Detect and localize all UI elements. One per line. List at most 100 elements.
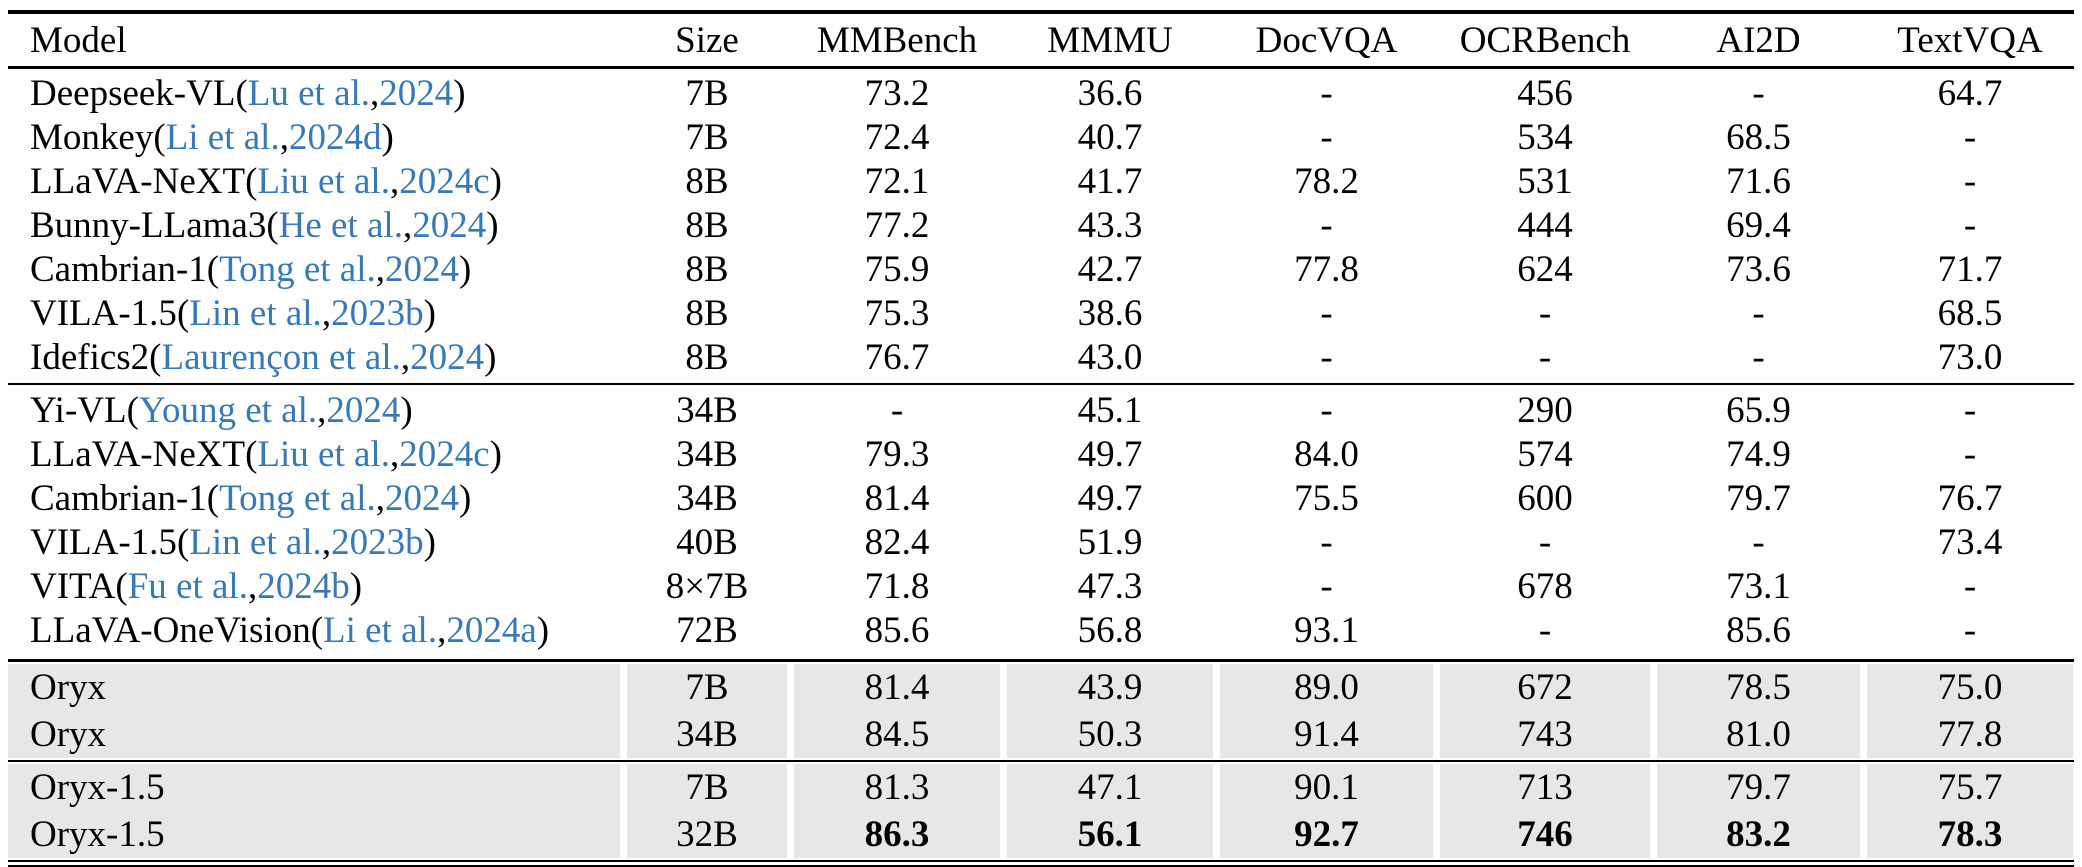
value-cell: 290 (1517, 389, 1573, 431)
value-cell: 531 (1517, 161, 1573, 202)
value-cell: 75.7 (1867, 764, 2073, 811)
value-cell: 73.1 (1726, 565, 1791, 607)
citation-year-link[interactable]: 2024c (399, 161, 490, 202)
model-name: LLaVA-NeXT (30, 161, 246, 202)
value-cell: - (1538, 293, 1552, 334)
citation-year-link[interactable]: 2024 (326, 389, 401, 431)
model-name: Idefics2 (30, 337, 150, 378)
value-cell: 77.8 (1294, 249, 1359, 290)
value-cell: 82.4 (864, 521, 930, 563)
citation-close-paren: ) (536, 609, 550, 651)
value-cell: 73.2 (864, 73, 930, 114)
value-cell: 43.9 (1007, 663, 1213, 711)
model-cell: VILA-1.5 (Lin et al., 2023b) (8, 520, 620, 564)
value-cell: - (1538, 337, 1552, 378)
value-cell: 81.4 (794, 663, 1000, 711)
citation-author-link[interactable]: Lu et al. (247, 73, 371, 114)
value-cell: 89.0 (1220, 663, 1433, 711)
citation-year-link[interactable]: 2023b (331, 521, 424, 563)
citation-author-link[interactable]: Li et al. (323, 609, 438, 651)
value-cell: 77.2 (864, 205, 930, 246)
size-cell: 7B (627, 663, 787, 711)
citation-year-link[interactable]: 2024d (288, 117, 382, 158)
value-cell: - (1963, 117, 1977, 158)
model-cell: LLaVA-NeXT (Liu et al., 2024c) (8, 160, 620, 204)
citation-open-paren: ( (266, 205, 279, 246)
citation-close-paren: ) (489, 161, 502, 202)
citation-year-link[interactable]: 2024c (399, 433, 490, 475)
model-name: LLaVA-NeXT (30, 433, 246, 475)
citation-year-link[interactable]: 2024a (446, 609, 537, 651)
citation-author-link[interactable]: Fu et al. (127, 565, 248, 607)
value-cell: 71.8 (864, 565, 930, 607)
baseline-group-small: Deepseek-VL (Lu et al., 2024) 7B 73.2 36.6-… (8, 69, 2074, 383)
citation-year-link[interactable]: 2023b (331, 293, 424, 334)
citation-author-link[interactable]: Tong et al. (219, 477, 376, 519)
value-cell: - (1538, 609, 1552, 651)
citation-year-link[interactable]: 2024 (384, 249, 459, 290)
citation-year-link[interactable]: 2024b (257, 565, 350, 607)
value-cell: 79.3 (864, 433, 930, 475)
model-name: VILA-1.5 (30, 521, 177, 563)
table-row: LLaVA-OneVision (Li et al., 2024a) 72B 85.… (8, 608, 2074, 652)
table-row: VILA-1.5 (Lin et al., 2023b) 40B 82.4 51.9 -… (8, 520, 2074, 564)
value-cell: 86.3 (794, 811, 1000, 858)
citation-separator: , (321, 521, 332, 563)
top-rule (8, 10, 2074, 14)
citation-year-link[interactable]: 2024 (384, 477, 459, 519)
value-cell: - (1320, 293, 1333, 334)
value-cell: 36.6 (1077, 73, 1143, 114)
citation-year-link[interactable]: 2024 (379, 73, 454, 114)
value-cell: 93.1 (1294, 609, 1359, 651)
value-cell: 47.1 (1007, 764, 1213, 811)
value-cell: 47.3 (1077, 565, 1143, 607)
value-cell: 81.3 (794, 764, 1000, 811)
citation-author-link[interactable]: Young et al. (138, 389, 318, 431)
table-row: Bunny-LLama3 (He et al., 2024) 8B 77.2 43.3… (8, 204, 2074, 248)
model-name: Oryx (30, 666, 107, 708)
table-row: Cambrian-1 (Tong et al., 2024) 34B 81.4 49.… (8, 476, 2074, 520)
model-cell: VILA-1.5 (Lin et al., 2023b) (8, 292, 620, 336)
citation-author-link[interactable]: Laurençon et al. (161, 337, 401, 378)
value-cell: 75.3 (864, 293, 930, 334)
value-cell: 50.3 (1007, 710, 1213, 758)
citation-close-paren: ) (349, 565, 363, 607)
table-row: Deepseek-VL (Lu et al., 2024) 7B 73.2 36.6 -… (8, 72, 2074, 116)
value-cell: 75.0 (1867, 663, 2073, 711)
value-cell: - (1963, 565, 1977, 607)
citation-open-paren: ( (235, 73, 248, 114)
model-name: Yi-VL (30, 389, 127, 431)
citation-year-link[interactable]: 2024 (410, 337, 485, 378)
table-row: Oryx-1.5 32B 86.3 56.1 92.7 746 83.2 78.3 (8, 811, 2074, 858)
model-name: Deepseek-VL (30, 73, 236, 114)
citation-author-link[interactable]: Li et al. (165, 117, 280, 158)
model-cell: Oryx (8, 663, 620, 711)
value-cell: - (1320, 521, 1333, 563)
citation-open-paren: ( (206, 477, 220, 519)
citation-open-paren: ( (115, 565, 128, 607)
value-cell: - (1538, 521, 1552, 563)
citation-author-link[interactable]: Tong et al. (219, 249, 376, 290)
column-header-mmbench: MMBench (816, 19, 978, 61)
citation-author-link[interactable]: Lin et al. (189, 521, 322, 563)
column-header-textvqa: TextVQA (1897, 19, 2043, 61)
model-cell: Cambrian-1 (Tong et al., 2024) (8, 248, 620, 292)
citation-separator: , (375, 477, 385, 519)
model-cell: Oryx (8, 710, 620, 758)
value-cell: - (1320, 205, 1333, 246)
citation-author-link[interactable]: Liu et al. (257, 433, 390, 475)
size-cell: 32B (627, 811, 787, 858)
value-cell: 73.4 (1937, 521, 2003, 563)
model-name: Oryx-1.5 (30, 814, 165, 855)
size-cell: 7B (627, 764, 787, 811)
citation-close-paren: ) (458, 249, 472, 290)
citation-author-link[interactable]: Liu et al. (257, 161, 390, 202)
table-row: VITA (Fu et al., 2024b) 8×7B 71.8 47.3 - 678 7… (8, 564, 2074, 608)
value-cell: 49.7 (1077, 477, 1143, 519)
size-cell: 34B (627, 710, 787, 758)
column-header-size: Size (675, 19, 739, 61)
citation-author-link[interactable]: Lin et al. (189, 293, 322, 334)
value-cell: - (1963, 609, 1977, 651)
citation-author-link[interactable]: He et al. (278, 205, 403, 246)
citation-year-link[interactable]: 2024 (412, 205, 487, 246)
